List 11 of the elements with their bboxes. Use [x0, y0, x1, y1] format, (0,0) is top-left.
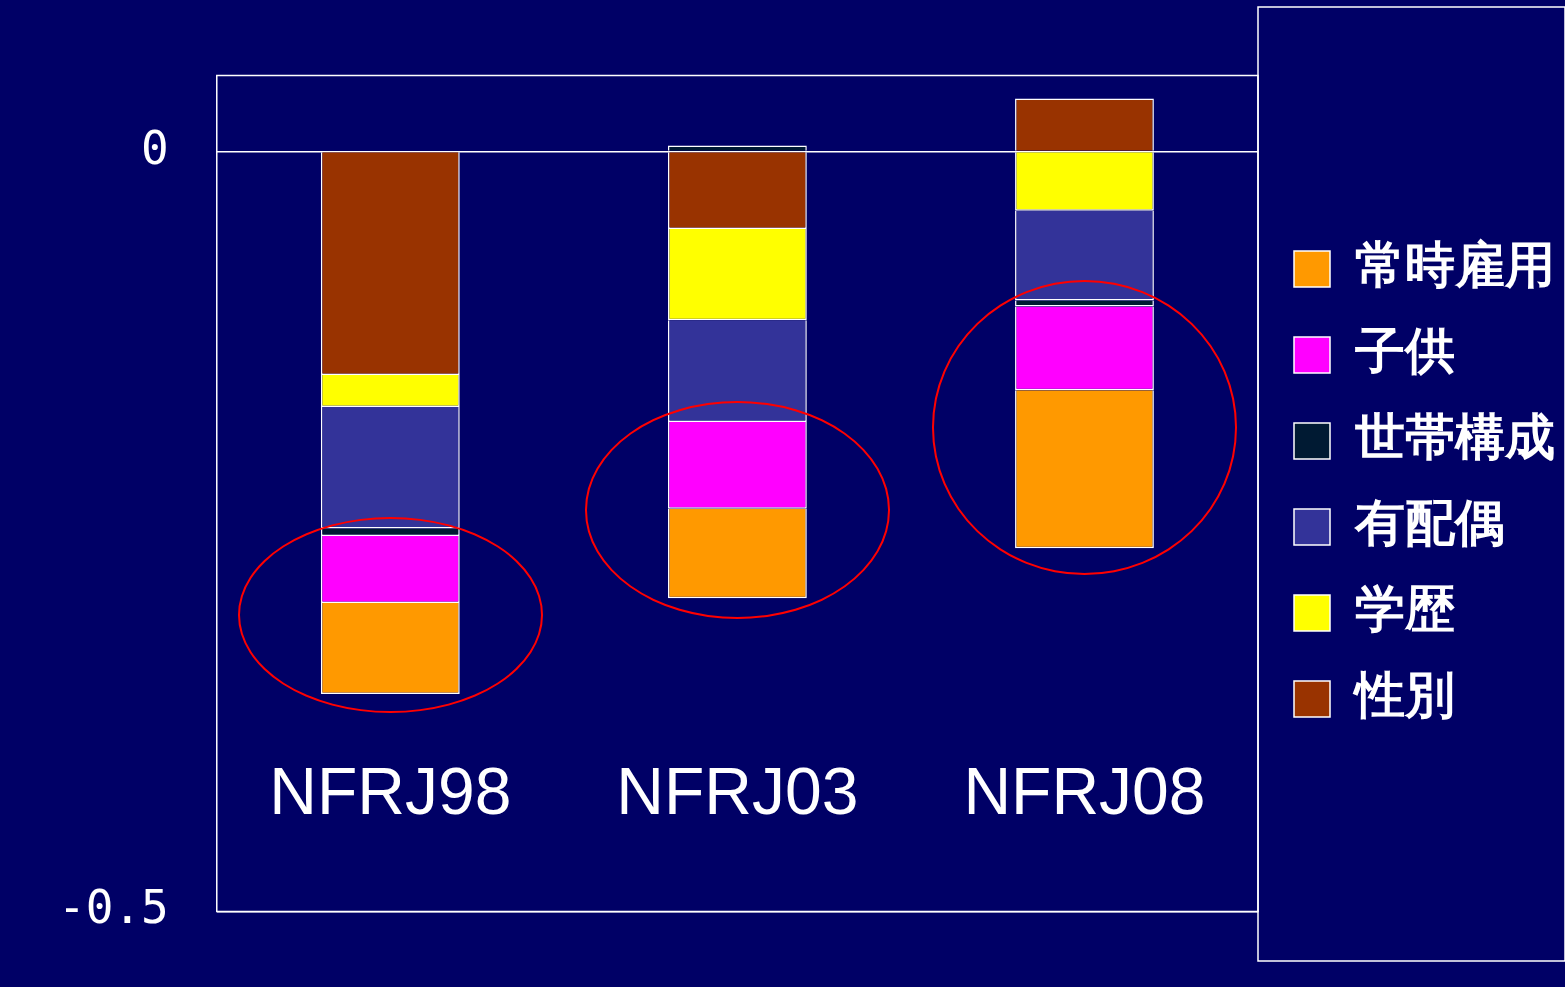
legend-label: 性別: [1352, 665, 1455, 724]
y-tick-label: -0.5: [58, 880, 169, 935]
x-tick-label: NFRJ08: [963, 754, 1206, 829]
y-tick-label: 0: [141, 120, 169, 175]
legend-label: 常時雇用: [1355, 235, 1555, 294]
legend-label: 世帯構成: [1354, 407, 1555, 466]
x-tick-label: NFRJ03: [616, 754, 859, 829]
legend-label: 有配偶: [1354, 493, 1505, 552]
x-tick-label: NFRJ98: [269, 754, 512, 829]
legend-label: 子供: [1354, 321, 1455, 380]
legend-label: 学歴: [1355, 579, 1455, 638]
